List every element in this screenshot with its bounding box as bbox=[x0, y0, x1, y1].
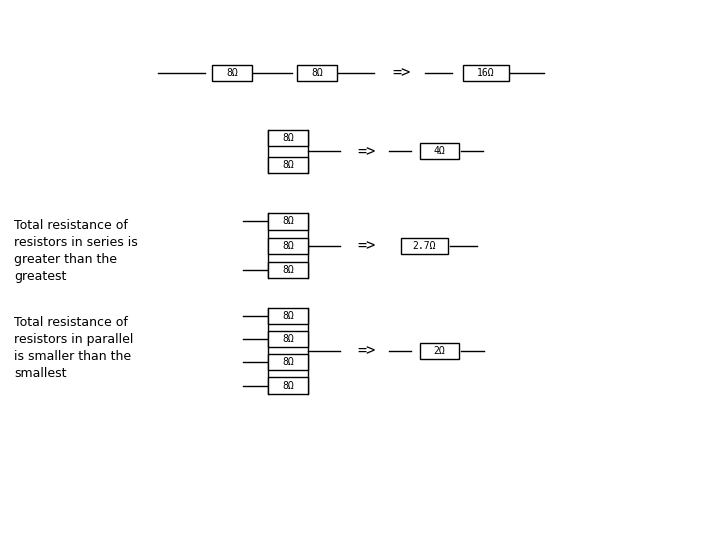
Text: 8Ω: 8Ω bbox=[282, 265, 294, 275]
Bar bbox=[268, 308, 307, 324]
Bar bbox=[268, 238, 307, 254]
Bar bbox=[268, 130, 307, 146]
Text: 2Ω: 2Ω bbox=[433, 346, 446, 356]
Text: 8Ω: 8Ω bbox=[282, 217, 294, 226]
Text: 8Ω: 8Ω bbox=[282, 133, 294, 143]
Text: =>: => bbox=[358, 238, 376, 253]
Bar bbox=[401, 238, 448, 254]
Text: 8Ω: 8Ω bbox=[311, 68, 323, 78]
Bar bbox=[268, 377, 307, 394]
Text: =>: => bbox=[392, 65, 411, 80]
Bar bbox=[297, 65, 337, 81]
Text: 8Ω: 8Ω bbox=[282, 334, 294, 344]
Bar bbox=[463, 65, 510, 81]
Bar bbox=[268, 354, 307, 370]
Text: Total resistance of
resistors in parallel
is smaller than the
smallest: Total resistance of resistors in paralle… bbox=[14, 316, 134, 380]
Text: =>: => bbox=[358, 343, 376, 358]
Bar bbox=[420, 143, 459, 159]
Text: 16Ω: 16Ω bbox=[477, 68, 495, 78]
Bar bbox=[420, 343, 459, 359]
Text: 8Ω: 8Ω bbox=[226, 68, 238, 78]
Bar bbox=[268, 213, 307, 230]
Bar bbox=[268, 262, 307, 278]
Text: 8Ω: 8Ω bbox=[282, 160, 294, 170]
Bar bbox=[268, 157, 307, 173]
Text: 8Ω: 8Ω bbox=[282, 241, 294, 251]
Text: Total resistance of
resistors in series is
greater than the
greatest: Total resistance of resistors in series … bbox=[14, 219, 138, 283]
Bar bbox=[212, 65, 252, 81]
Text: 8Ω: 8Ω bbox=[282, 311, 294, 321]
Bar bbox=[268, 331, 307, 347]
Text: 8Ω: 8Ω bbox=[282, 357, 294, 367]
Text: 4Ω: 4Ω bbox=[433, 146, 446, 156]
Text: 8Ω: 8Ω bbox=[282, 381, 294, 390]
Text: =>: => bbox=[358, 144, 376, 159]
Text: 2.7Ω: 2.7Ω bbox=[413, 241, 436, 251]
